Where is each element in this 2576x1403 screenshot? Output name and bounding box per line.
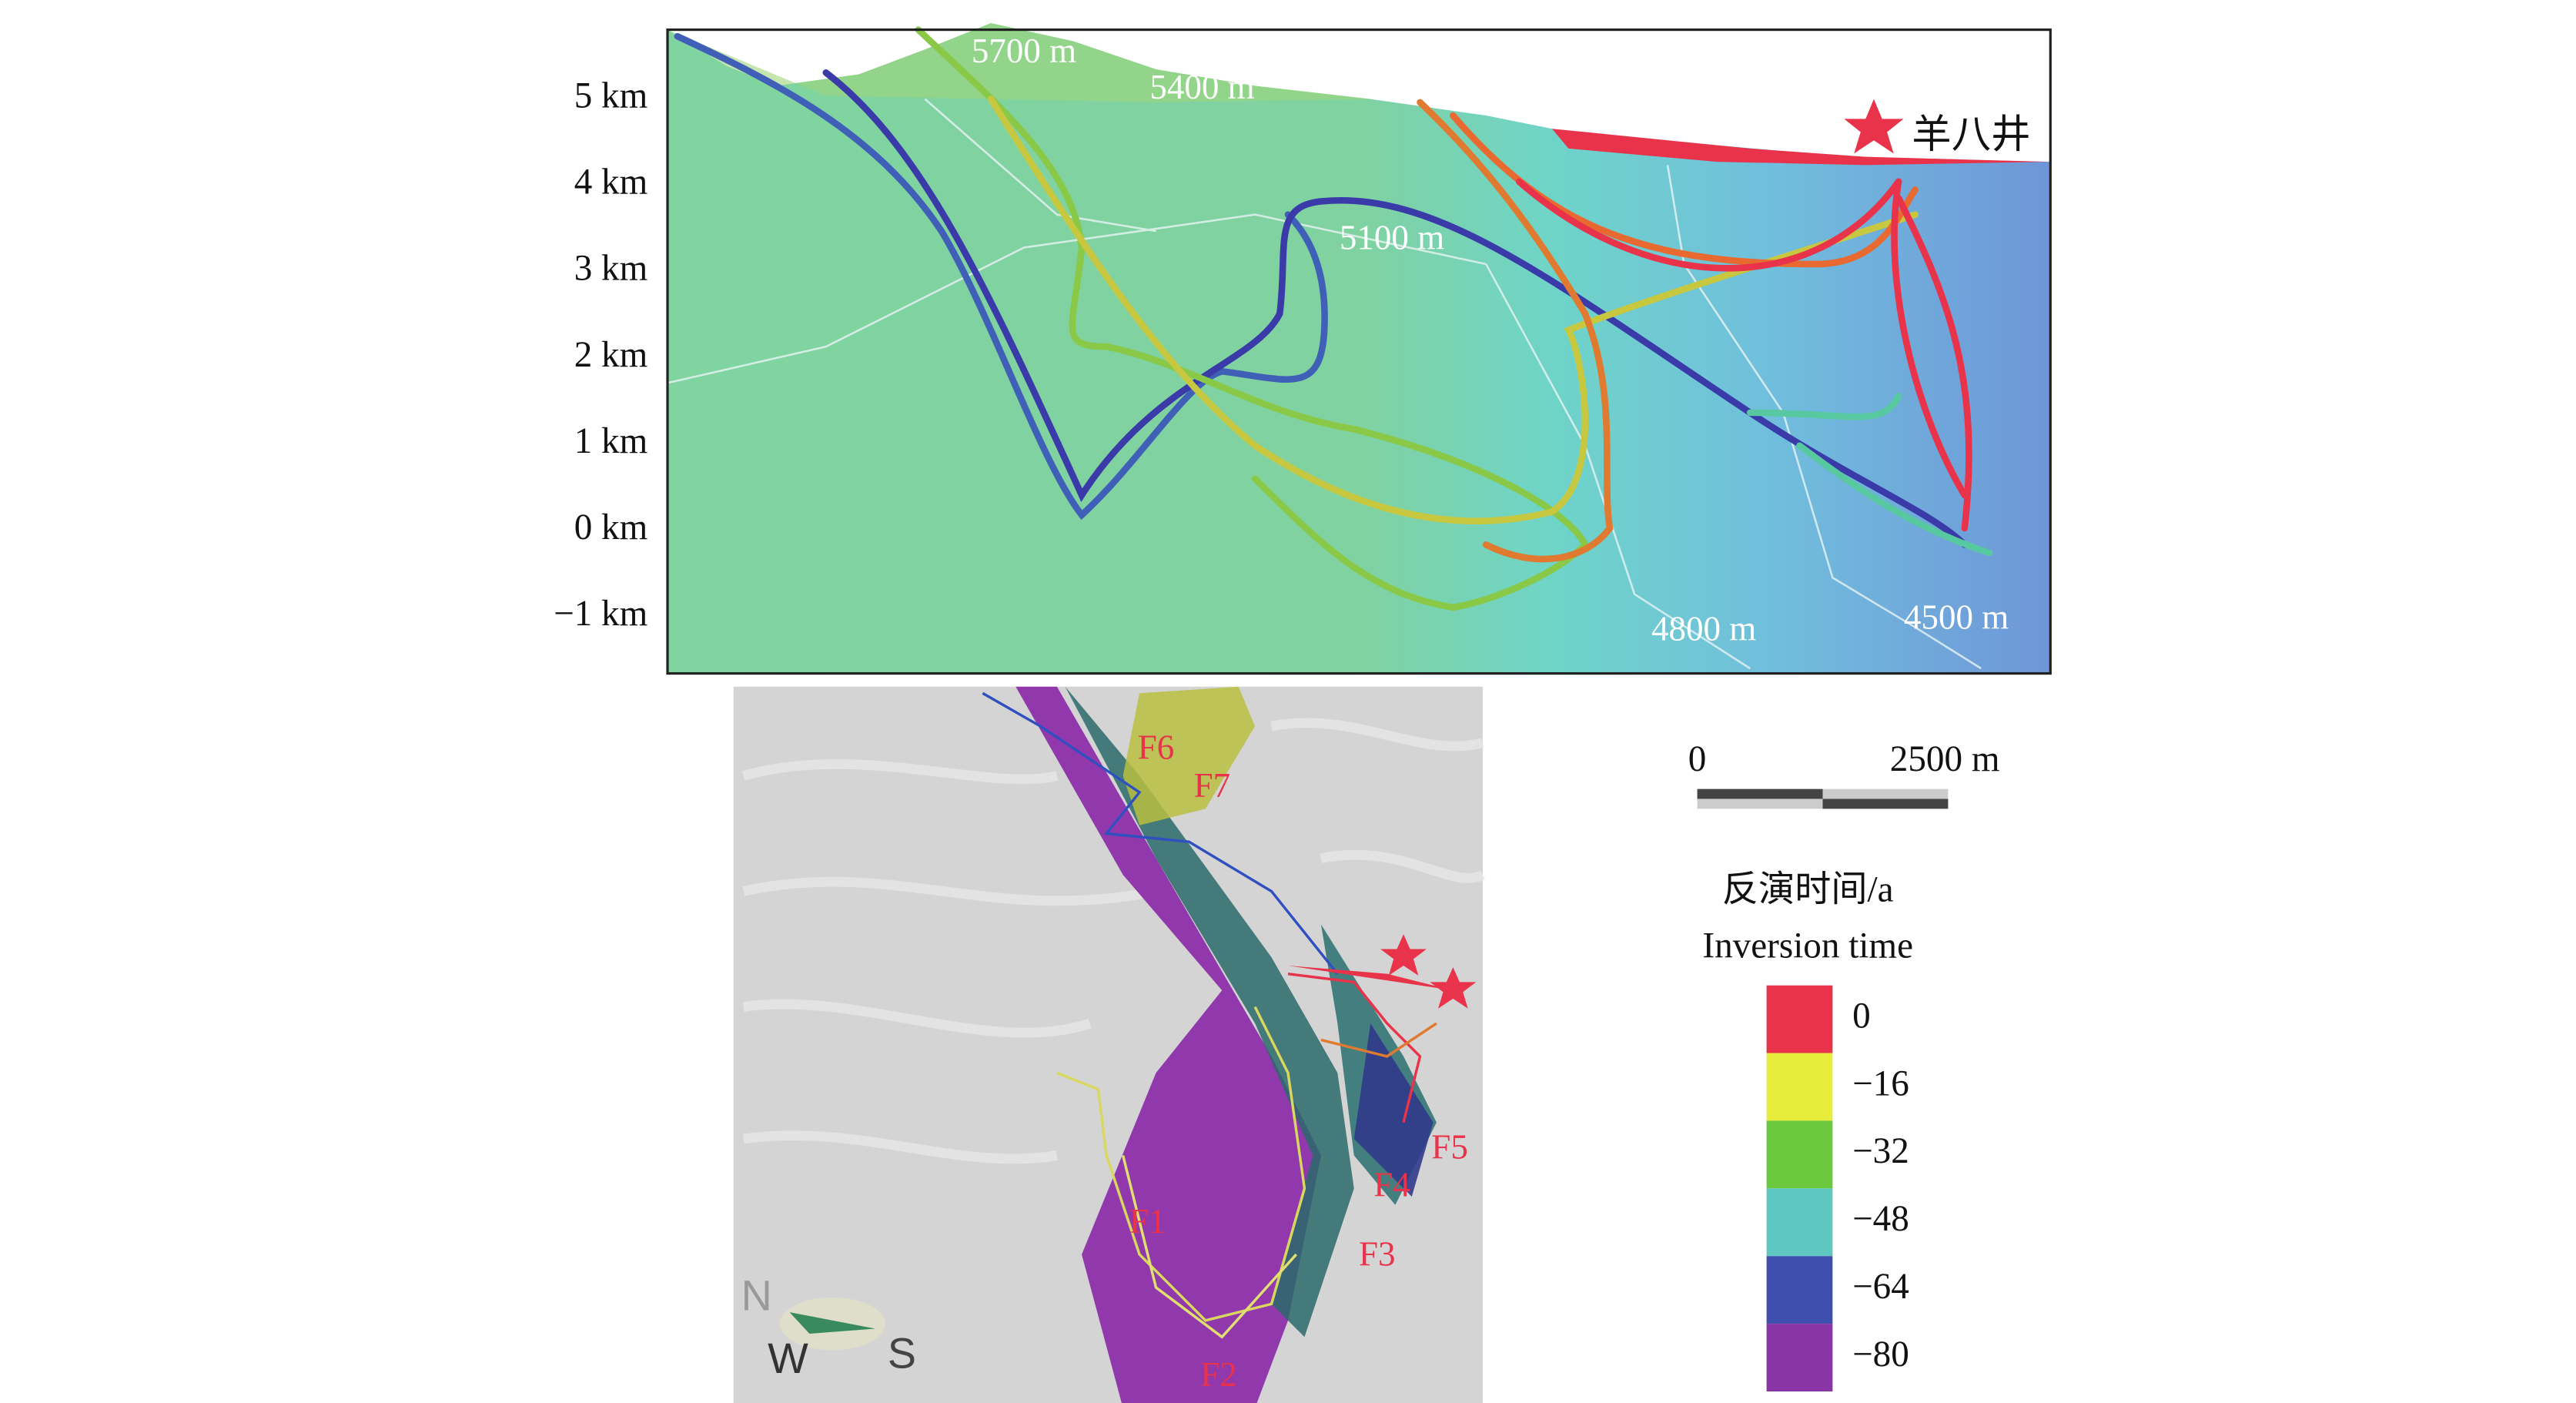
map-trajectories [982,691,1437,1339]
compass-needle [789,1312,876,1334]
scale-segment [1822,789,1949,799]
contour-label: 4800 m [1651,609,1756,648]
legend-swatch [1766,1120,1833,1189]
compass-west: W [768,1334,808,1382]
legend-swatch [1766,985,1833,1053]
scale-bar: 0 2500 m [1688,739,2000,809]
fault-label: F6 [1138,728,1175,767]
legend-title: 反演时间/a [1722,869,1894,909]
trajectory [1746,393,1993,557]
y-axis-label: 5 km [574,75,648,116]
fault-f3 [1065,686,1354,1338]
y-axis-label: 2 km [574,335,648,375]
fault-label: F4 [1373,1166,1410,1204]
scale-end: 2500 m [1890,739,2000,779]
fault-label: F1 [1129,1202,1166,1241]
fault-label: F3 [1359,1235,1396,1274]
contour-label: 5400 m [1149,68,1254,106]
terrain-upper [667,23,1371,102]
terrain-relief [741,718,1486,1164]
profile-panel: 羊八井 [666,23,2052,675]
legend-swatch [1766,1324,1833,1391]
legend-subtitle: Inversion time [1702,926,1913,966]
map-panel: N W S [733,686,1486,1403]
compass-north: N [741,1272,772,1320]
legend-label: −64 [1852,1267,1909,1307]
trajectory [987,95,1919,524]
legend-swatch [1766,1053,1833,1121]
contour-label: 5700 m [972,32,1076,70]
fault-label: F5 [1431,1127,1468,1166]
contour-label: 4500 m [1904,598,2009,636]
legend-label: −16 [1852,1063,1909,1103]
scale-segment [1697,789,1823,799]
fault-f6-f7 [1122,686,1256,825]
legend-label: −48 [1852,1199,1909,1239]
y-axis-label: 1 km [574,421,648,461]
legend-swatch [1766,1188,1833,1257]
site-trajectory [1551,129,2048,166]
y-axis-label: −1 km [554,594,647,634]
fault-label: F2 [1200,1355,1237,1394]
trajectory [674,32,1328,521]
legend-label: −32 [1852,1131,1909,1171]
scale-segment [1822,799,1949,809]
scale-segment [1697,799,1823,809]
site-star [1430,967,1477,1009]
compass-south: S [888,1330,916,1378]
legend-label: 0 [1852,996,1871,1036]
y-axis-label: 3 km [574,249,648,289]
trajectory [915,26,1590,611]
contour-label: 5100 m [1340,218,1444,256]
trajectory [1515,178,1972,532]
legend-label: −80 [1852,1334,1909,1375]
site-label: 羊八井 [1912,113,2030,157]
y-axis-label: 0 km [574,507,648,547]
trajectory [1417,99,1614,563]
fault-f5 [1353,1023,1434,1197]
scale-start: 0 [1688,739,1707,779]
terrain [667,23,2051,674]
site-star [1844,99,1904,154]
panel-frame [666,28,2052,675]
legend-swatch [1766,1256,1833,1324]
fault-f1-f2 [1015,686,1321,1403]
y-axis-label: 4 km [574,162,648,203]
fault-label: F7 [1194,766,1231,805]
site-star [1380,934,1427,976]
trajectory [822,69,1969,548]
